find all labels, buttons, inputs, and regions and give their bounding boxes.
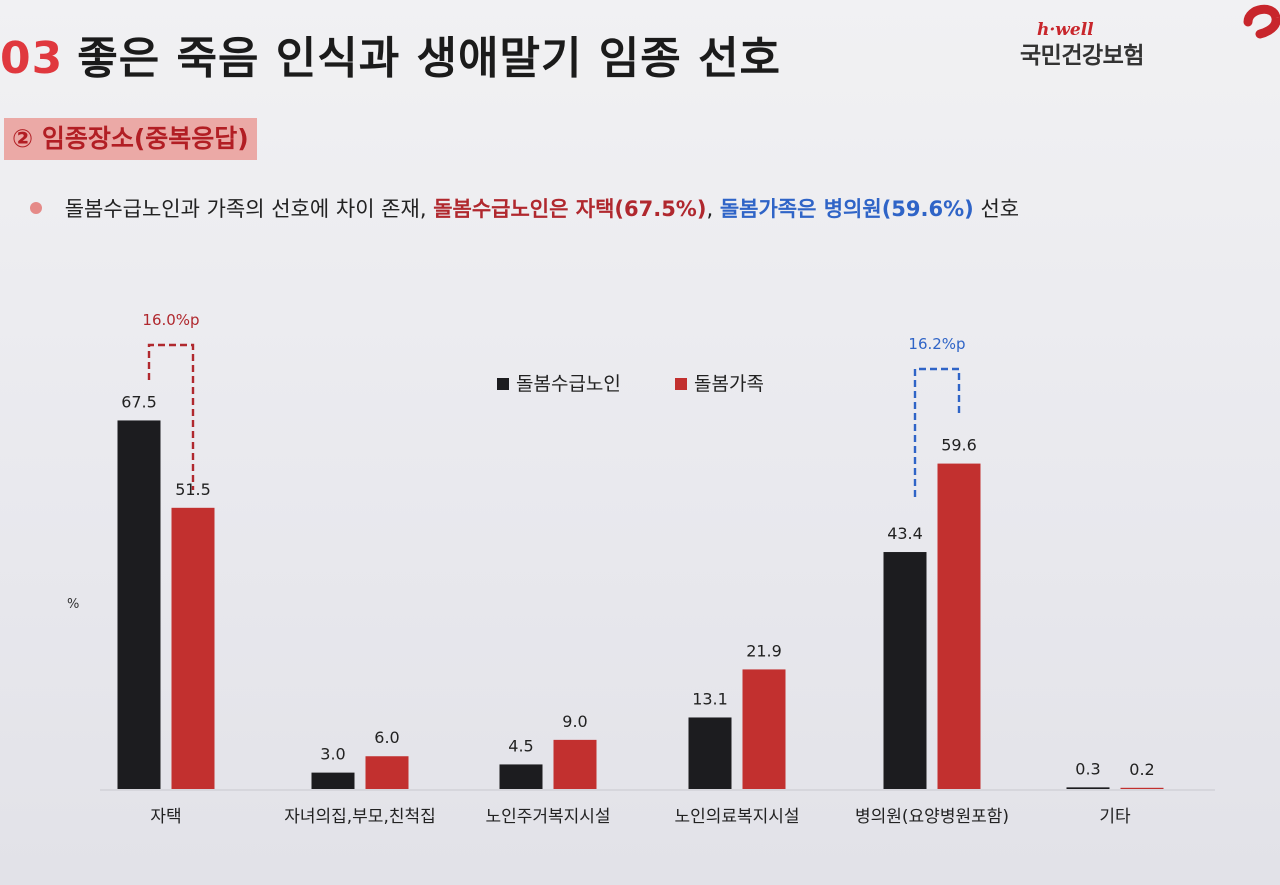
data-label-elderly-0: 67.5	[121, 392, 157, 411]
bar-elderly-0	[117, 420, 161, 789]
data-label-family-2: 9.0	[562, 712, 587, 731]
bar-family-4	[937, 463, 981, 789]
difference-label-0: 16.0%p	[142, 311, 199, 329]
bullet-dot-icon	[30, 202, 42, 214]
difference-bracket-0	[147, 343, 195, 490]
category-label-5: 기타	[1099, 807, 1131, 827]
data-label-elderly-5: 0.3	[1075, 759, 1100, 778]
difference-label-1: 16.2%p	[908, 335, 965, 353]
summary-line: 돌봄수급노인과 가족의 선호에 차이 존재, 돌봄수급노인은 자택(67.5%)…	[30, 193, 1019, 223]
data-label-elderly-2: 4.5	[508, 736, 533, 755]
data-label-elderly-1: 3.0	[320, 745, 345, 764]
data-label-elderly-3: 13.1	[692, 689, 728, 708]
y-unit-label: %	[67, 597, 79, 612]
data-label-family-4: 59.6	[941, 436, 977, 455]
page-title: 03 좋은 죽음 인식과 생애말기 임종 선호	[0, 22, 781, 86]
bar-family-2	[553, 739, 597, 789]
category-label-2: 노인주거복지시설	[485, 807, 610, 827]
difference-bracket-1	[913, 367, 961, 497]
bar-family-0	[171, 507, 215, 789]
summary-separator: ,	[706, 197, 714, 221]
bar-family-3	[742, 669, 786, 789]
category-label-4: 병의원(요양병원포함)	[855, 807, 1009, 827]
title-number: 03	[0, 33, 64, 84]
data-label-elderly-4: 43.4	[887, 524, 923, 543]
bar-elderly-1	[311, 772, 355, 789]
data-label-family-1: 6.0	[374, 728, 399, 747]
data-label-family-5: 0.2	[1129, 760, 1154, 779]
category-label-3: 노인의료복지시설	[674, 807, 799, 827]
legend-label-elderly: 돌봄수급노인	[516, 373, 621, 395]
bar-elderly-2	[499, 764, 543, 789]
legend-swatch-family	[675, 378, 687, 390]
summary-suffix: 선호	[980, 197, 1020, 221]
category-label-1: 자녀의집,부모,친척집	[284, 807, 436, 827]
title-text: 좋은 죽음 인식과 생애말기 임종 선호	[77, 33, 782, 84]
legend-swatch-elderly	[497, 378, 509, 390]
bar-family-5	[1120, 787, 1164, 789]
data-label-family-3: 21.9	[746, 641, 782, 660]
section-label: ② 임종장소(중복응답)	[4, 118, 257, 160]
bar-family-1	[365, 756, 409, 789]
summary-prefix: 돌봄수급노인과 가족의 선호에 차이 존재,	[64, 197, 427, 221]
logo: h·well 국민건강보험	[1020, 0, 1280, 80]
summary-family-highlight: 돌봄가족은 병의원(59.6%)	[719, 197, 974, 221]
category-label-0: 자택	[150, 807, 181, 827]
bar-elderly-4	[883, 552, 927, 789]
bar-elderly-3	[688, 717, 732, 789]
logo-org: 국민건강보험	[1020, 43, 1144, 69]
logo-mark-icon	[1243, 4, 1280, 39]
bar-elderly-5	[1066, 787, 1110, 789]
logo-brand: h·well	[1037, 20, 1094, 40]
summary-elderly-highlight: 돌봄수급노인은 자택(67.5%)	[433, 197, 707, 221]
legend-label-family: 돌봄가족	[694, 373, 764, 395]
